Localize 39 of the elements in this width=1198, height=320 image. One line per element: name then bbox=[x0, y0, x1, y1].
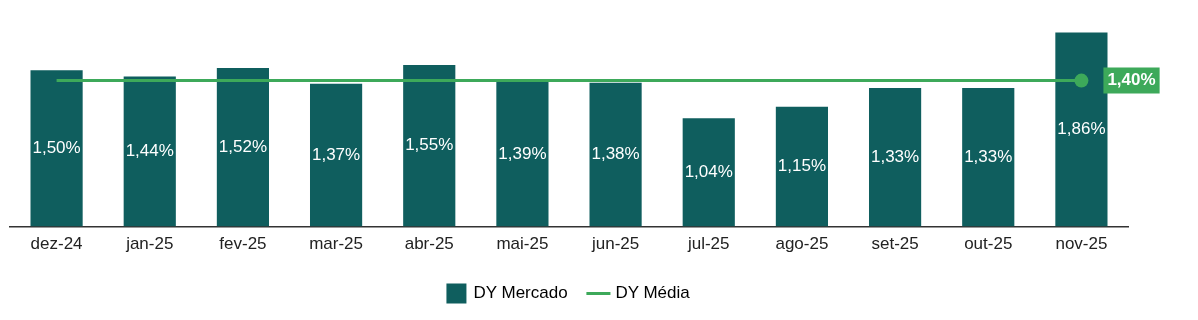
bar bbox=[962, 87, 1015, 227]
x-tick-label: set-25 bbox=[871, 234, 919, 254]
bar bbox=[123, 76, 176, 227]
bar bbox=[1055, 32, 1108, 227]
data-label: 1,86% bbox=[1057, 119, 1106, 139]
data-label: 1,50% bbox=[32, 138, 81, 158]
data-label: 1,33% bbox=[964, 146, 1013, 166]
x-tick-label: nov-25 bbox=[1055, 234, 1108, 254]
bar bbox=[775, 106, 828, 227]
x-tick-label: dez-24 bbox=[30, 234, 83, 254]
x-tick-label: jan-25 bbox=[125, 234, 174, 254]
data-label: 1,33% bbox=[870, 146, 920, 166]
bar bbox=[310, 83, 363, 227]
bar bbox=[403, 64, 456, 227]
x-tick-label: jul-25 bbox=[686, 234, 730, 254]
x-tick-label: out-25 bbox=[964, 234, 1013, 254]
data-label: 1,44% bbox=[125, 141, 174, 161]
data-label: 1,37% bbox=[311, 144, 361, 164]
x-tick-label: abr-25 bbox=[404, 234, 454, 254]
data-label: 1,52% bbox=[218, 137, 268, 157]
bar bbox=[496, 81, 549, 227]
data-label: 1,40% bbox=[1107, 70, 1156, 90]
bar bbox=[869, 87, 922, 227]
data-label: 1,15% bbox=[777, 156, 827, 176]
legend-label: DY Média bbox=[615, 283, 691, 303]
x-tick-label: mai-25 bbox=[496, 234, 549, 254]
bar bbox=[589, 82, 642, 227]
x-tick-label: jun-25 bbox=[590, 234, 640, 254]
bar bbox=[216, 68, 269, 227]
data-label: 1,39% bbox=[498, 143, 547, 163]
data-label: 1,38% bbox=[591, 144, 640, 164]
data-label: 1,04% bbox=[684, 162, 733, 182]
data-label: 1,55% bbox=[405, 135, 454, 155]
x-tick-label: ago-25 bbox=[775, 234, 829, 254]
bar bbox=[30, 70, 83, 227]
bar bbox=[682, 118, 735, 227]
x-tick-label: mar-25 bbox=[309, 234, 364, 254]
x-tick-label: fev-25 bbox=[219, 234, 267, 254]
legend-label: DY Mercado bbox=[473, 283, 568, 303]
